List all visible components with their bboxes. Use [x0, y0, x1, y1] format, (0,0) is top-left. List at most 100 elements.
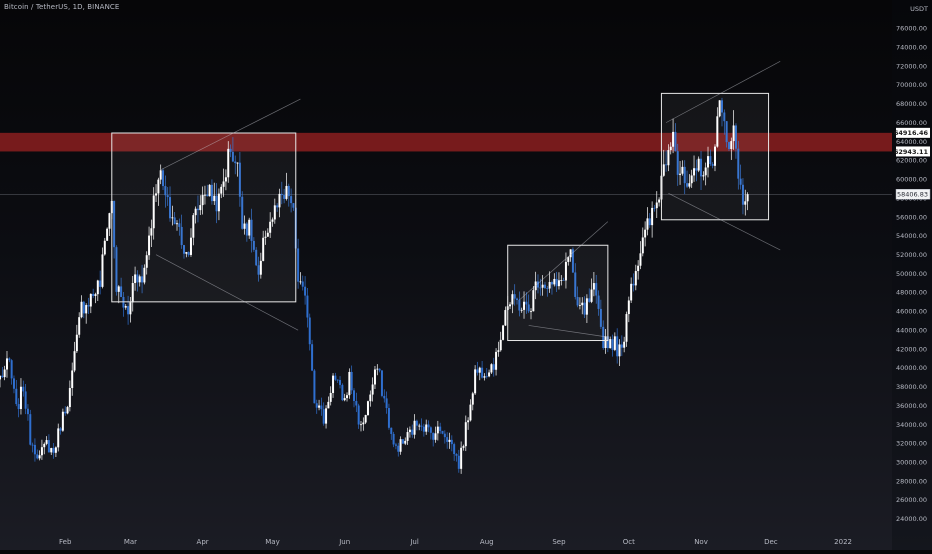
candle	[276, 203, 279, 212]
candle-body	[404, 440, 407, 444]
candle-body	[429, 427, 432, 433]
candle-body	[725, 121, 728, 143]
candle-body	[259, 260, 262, 275]
candle-body	[383, 395, 386, 399]
candle	[82, 300, 85, 319]
candle-body	[730, 141, 733, 150]
candle	[52, 442, 55, 459]
candle-body	[464, 422, 467, 447]
trend-line-1[interactable]	[160, 98, 301, 171]
candle	[54, 446, 57, 458]
candle	[385, 391, 388, 414]
candle-body	[199, 205, 202, 211]
candle	[578, 297, 581, 310]
candle-body	[616, 336, 619, 357]
candle	[443, 430, 446, 444]
consolidation-box-1[interactable]	[111, 132, 297, 303]
candle	[404, 437, 407, 446]
candle-body	[290, 196, 293, 204]
candle	[378, 368, 381, 373]
candle	[704, 162, 707, 186]
candle	[371, 377, 374, 402]
candle-body	[292, 203, 295, 208]
candle-body	[148, 235, 151, 256]
candle	[285, 172, 288, 201]
candle	[92, 288, 95, 299]
candle	[176, 220, 179, 231]
candle-body	[702, 175, 705, 177]
candle-body	[250, 219, 253, 241]
candle-body	[189, 237, 192, 255]
candle	[618, 339, 621, 366]
candle-body	[432, 432, 435, 440]
candle-body	[40, 447, 43, 456]
candle-body	[141, 276, 144, 283]
trend-line-3[interactable]	[528, 325, 606, 338]
trend-line-2[interactable]	[155, 254, 299, 331]
candle-body	[3, 369, 6, 378]
candle	[625, 311, 628, 347]
trend-line-4[interactable]	[519, 221, 609, 301]
candle-body	[71, 370, 74, 389]
candle-body	[350, 371, 353, 391]
candle	[744, 189, 747, 216]
candle	[434, 426, 437, 443]
candle	[24, 384, 27, 415]
candle-body	[499, 339, 502, 351]
candle	[376, 364, 379, 376]
candle-body	[509, 304, 512, 307]
candle	[215, 183, 218, 224]
candle-body	[182, 245, 185, 254]
candle	[194, 206, 197, 224]
candle-body	[166, 195, 169, 198]
candle	[727, 141, 730, 151]
candle-body	[359, 424, 362, 426]
candle	[476, 361, 479, 376]
consolidation-box-2[interactable]	[507, 244, 609, 342]
candle-body	[599, 308, 602, 327]
candle	[546, 285, 549, 297]
candle-body	[693, 168, 696, 176]
candle-body	[523, 301, 526, 310]
candle-body	[241, 196, 244, 229]
candle-body	[618, 344, 621, 357]
candle-body	[590, 289, 593, 302]
candle-body	[387, 408, 390, 428]
candle	[592, 272, 595, 297]
candle-body	[229, 148, 232, 152]
candle	[304, 276, 307, 305]
y-tick-label: 26000.00	[896, 496, 927, 504]
candle-body	[266, 232, 269, 237]
candle	[553, 273, 556, 287]
candle	[520, 307, 523, 313]
candle	[271, 217, 274, 227]
candle	[106, 227, 109, 241]
candle-body	[446, 437, 449, 442]
candle-body	[662, 164, 665, 176]
candle-body	[681, 166, 684, 174]
candle	[355, 392, 358, 413]
candle	[17, 398, 20, 418]
candle	[234, 155, 237, 175]
trend-line-5[interactable]	[665, 61, 781, 123]
candle	[47, 434, 50, 453]
candle-body	[532, 290, 535, 312]
candle-body	[623, 341, 626, 348]
price-label-box	[896, 127, 930, 138]
candle	[257, 256, 260, 282]
candle	[85, 303, 88, 324]
candle	[690, 169, 693, 188]
candle-body	[220, 186, 223, 194]
candle	[217, 188, 220, 221]
candle-body	[737, 148, 740, 179]
candle	[364, 414, 367, 425]
candle	[683, 160, 686, 195]
candle	[87, 297, 90, 314]
consolidation-box-3[interactable]	[660, 92, 770, 221]
price-axis[interactable]	[892, 0, 932, 550]
trend-line-6[interactable]	[668, 193, 781, 251]
candle-body	[655, 202, 658, 209]
candle	[224, 169, 227, 191]
